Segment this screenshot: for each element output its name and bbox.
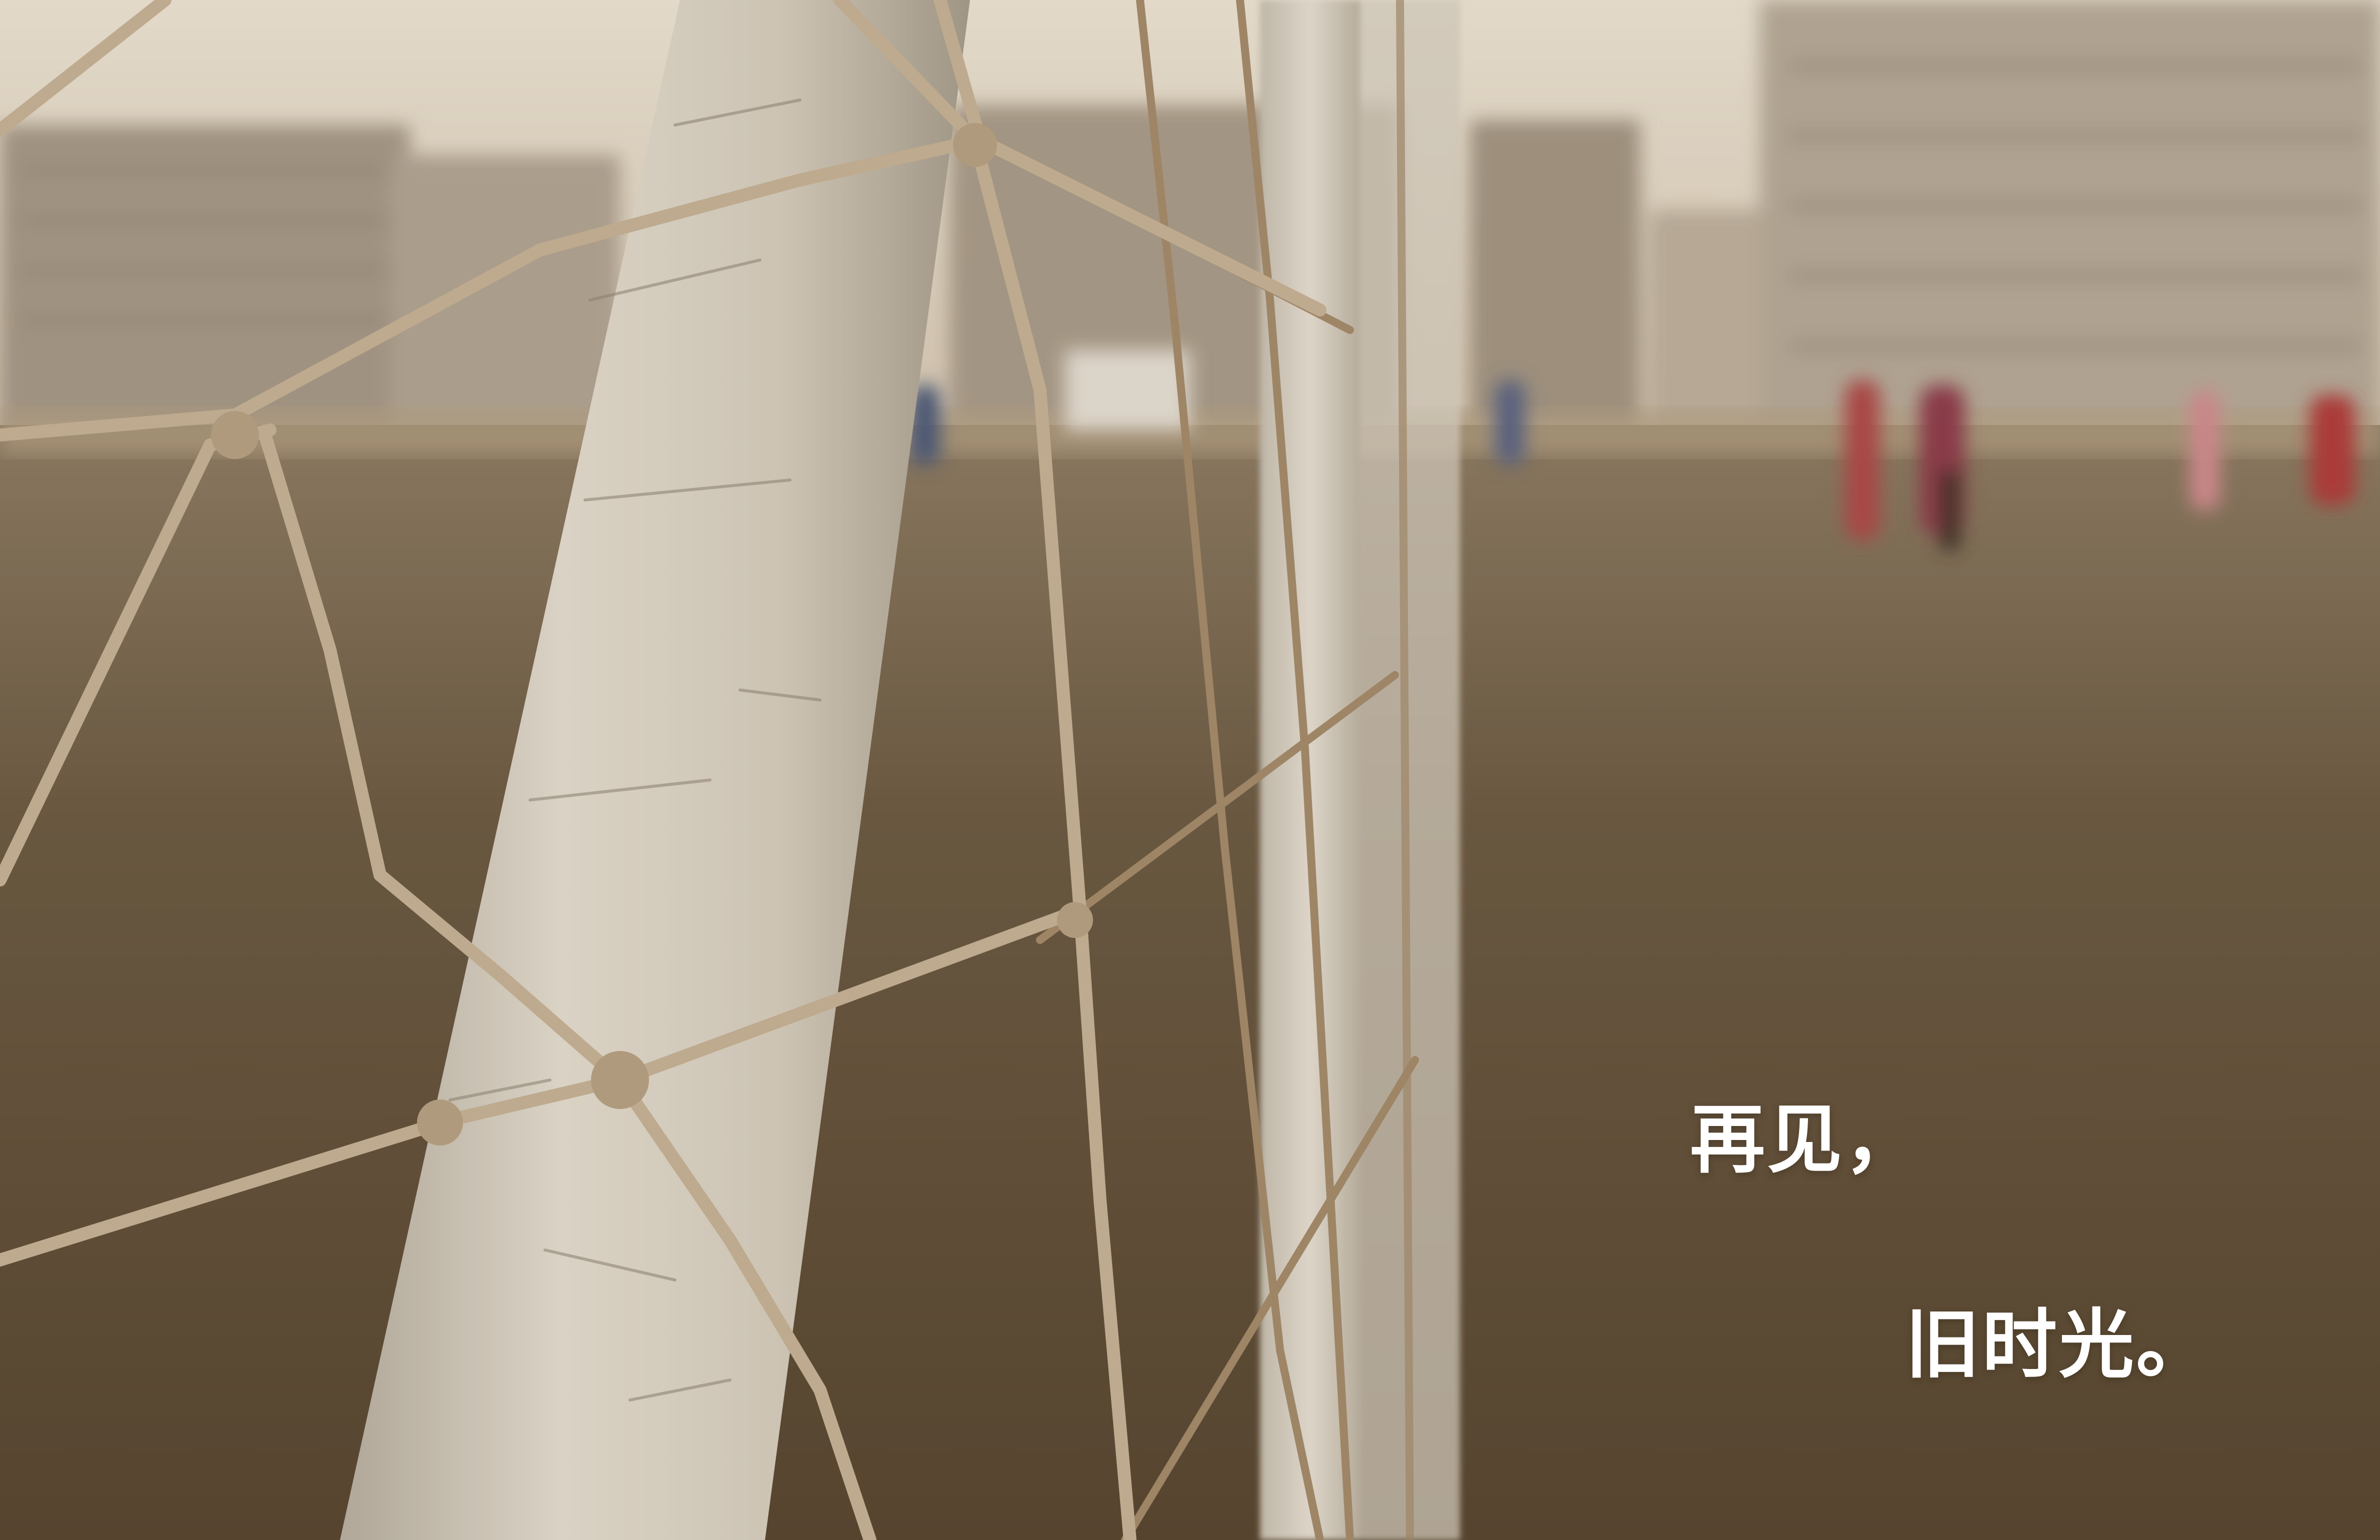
- caption-line-1: 再见，: [1690, 1096, 1922, 1184]
- far-net-ropes: [1036, 0, 1419, 1540]
- near-goal-post: [340, 0, 970, 1540]
- caption-line-2: 旧时光。: [1905, 1302, 2214, 1388]
- net-knots: [211, 123, 1093, 1146]
- distant-players: [910, 350, 2355, 550]
